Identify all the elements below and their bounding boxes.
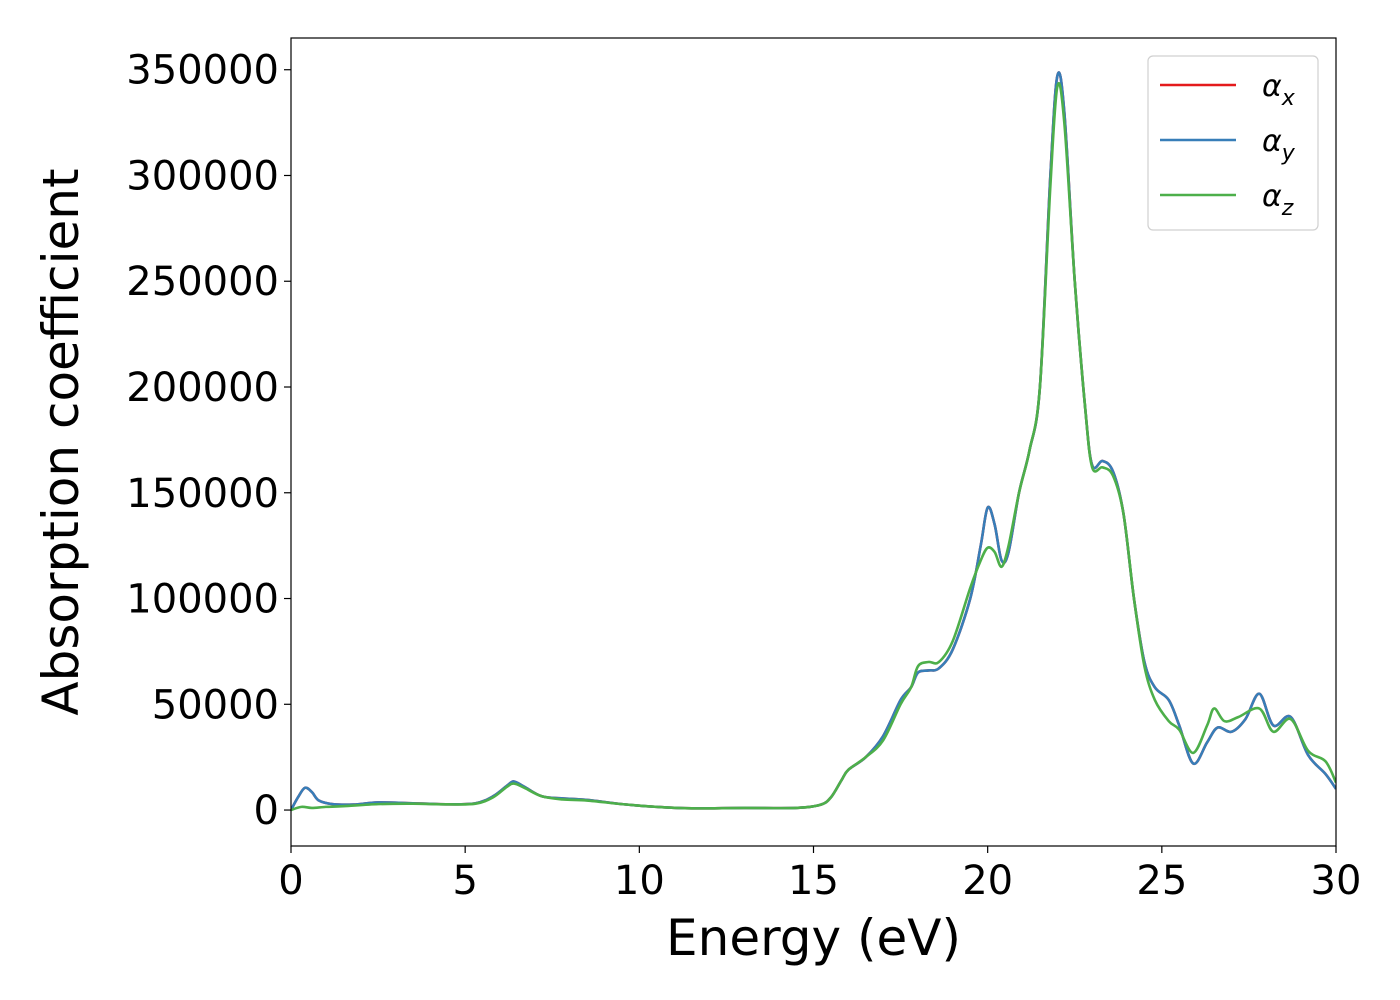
x-tick-label: 20 <box>962 858 1013 904</box>
y-axis: 0 50000 100000 150000 200000 250000 300000 3500… <box>126 48 291 834</box>
y-tick-label: 300000 <box>126 153 279 199</box>
legend-box <box>1147 55 1319 231</box>
x-tick-label: 0 <box>278 858 303 904</box>
plot-area <box>291 71 1336 812</box>
legend-label-z: αz <box>1262 179 1294 221</box>
y-axis-title: Absorption coefficient <box>32 168 90 715</box>
y-tick-label: 50000 <box>152 682 279 728</box>
series-line-z <box>291 81 1336 812</box>
legend-label-y: αy <box>1262 124 1296 166</box>
x-axis-title: Energy (eV) <box>666 909 961 967</box>
y-tick-label: 200000 <box>126 365 279 411</box>
x-tick-label: 10 <box>614 858 665 904</box>
legend: αx αy αz <box>1147 55 1319 231</box>
x-tick-label: 25 <box>1136 858 1187 904</box>
y-tick-label: 150000 <box>126 471 279 517</box>
y-tick-label: 0 <box>254 788 279 834</box>
plot-frame <box>290 37 1337 847</box>
legend-label-x: αx <box>1262 69 1296 111</box>
y-tick-label: 250000 <box>126 259 279 305</box>
y-tick-label: 100000 <box>126 577 279 623</box>
x-tick-label: 30 <box>1311 858 1362 904</box>
y-tick-label: 350000 <box>126 48 279 94</box>
x-axis: 0 5 10 15 20 25 30 <box>278 846 1361 904</box>
x-tick-label: 15 <box>788 858 839 904</box>
x-tick-label: 5 <box>452 858 477 904</box>
